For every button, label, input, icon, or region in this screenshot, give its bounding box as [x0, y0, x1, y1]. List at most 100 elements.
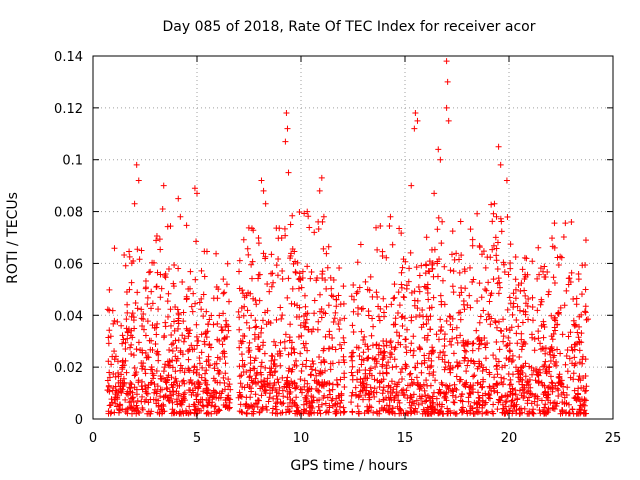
- roti-point: [365, 407, 372, 414]
- roti-point: [407, 370, 414, 377]
- roti-point: [509, 352, 516, 359]
- roti-point: [575, 334, 582, 341]
- roti-point: [273, 262, 280, 269]
- roti-point: [478, 384, 485, 391]
- roti-point: [135, 177, 142, 184]
- roti-point: [521, 275, 528, 282]
- data-points: [104, 58, 592, 417]
- roti-point: [519, 266, 526, 273]
- roti-point: [119, 332, 126, 339]
- roti-point: [424, 332, 431, 339]
- roti-point: [283, 377, 290, 384]
- roti-point: [416, 312, 423, 319]
- roti-point: [280, 393, 287, 400]
- roti-point: [349, 389, 356, 396]
- roti-point: [562, 361, 569, 368]
- roti-point: [492, 355, 499, 362]
- roti-point: [252, 375, 259, 382]
- roti-point: [493, 362, 500, 369]
- roti-point: [275, 256, 282, 263]
- roti-point: [253, 301, 260, 308]
- y-tick-label: 0.08: [54, 206, 83, 221]
- roti-point: [375, 313, 382, 320]
- roti-point: [206, 316, 213, 323]
- roti-point: [391, 281, 398, 288]
- roti-point: [288, 344, 295, 351]
- roti-point: [506, 327, 513, 334]
- roti-point: [143, 354, 150, 361]
- roti-point: [524, 389, 531, 396]
- roti-point: [130, 352, 137, 359]
- roti-point: [446, 313, 453, 320]
- roti-point: [486, 371, 493, 378]
- roti-point: [306, 224, 313, 231]
- roti-point: [153, 331, 160, 338]
- roti-point: [500, 316, 507, 323]
- roti-point: [193, 238, 200, 245]
- roti-point: [146, 269, 153, 276]
- roti-point: [387, 408, 394, 415]
- roti-point: [208, 312, 215, 319]
- roti-point: [575, 270, 582, 277]
- roti-point: [485, 394, 492, 401]
- roti-point: [423, 313, 430, 320]
- roti-point: [482, 344, 489, 351]
- roti-point: [165, 290, 172, 297]
- roti-point: [407, 249, 414, 256]
- roti-point: [315, 403, 322, 410]
- roti-point: [582, 397, 589, 404]
- roti-point: [349, 353, 356, 360]
- roti-point: [371, 385, 378, 392]
- roti-point: [299, 361, 306, 368]
- roti-point: [373, 389, 380, 396]
- roti-point: [350, 349, 357, 356]
- roti-point: [496, 346, 503, 353]
- roti-point: [302, 340, 309, 347]
- roti-point: [510, 290, 517, 297]
- roti-point: [503, 342, 510, 349]
- roti-point: [111, 245, 118, 252]
- roti-point: [508, 358, 515, 365]
- roti-point: [255, 240, 262, 247]
- roti-point: [450, 289, 457, 296]
- roti-point: [136, 256, 143, 263]
- roti-point: [494, 265, 501, 272]
- roti-point: [329, 344, 336, 351]
- roti-point: [379, 390, 386, 397]
- roti-point: [416, 272, 423, 279]
- roti-point: [455, 309, 462, 316]
- roti-point: [366, 394, 373, 401]
- roti-point: [555, 393, 562, 400]
- roti-point: [132, 300, 139, 307]
- roti-point: [213, 389, 220, 396]
- roti-point: [134, 397, 141, 404]
- roti-point: [123, 369, 130, 376]
- roti-point: [142, 332, 149, 339]
- roti-point: [135, 377, 142, 384]
- roti-point: [348, 399, 355, 406]
- roti-point: [555, 387, 562, 394]
- roti-point: [495, 290, 502, 297]
- roti-point: [171, 261, 178, 268]
- roti-point: [301, 292, 308, 299]
- roti-point: [216, 379, 223, 386]
- roti-point: [387, 384, 394, 391]
- roti-point: [144, 294, 151, 301]
- roti-point: [286, 365, 293, 372]
- roti-point: [170, 391, 177, 398]
- roti-point: [222, 317, 229, 324]
- roti-point: [193, 370, 200, 377]
- roti-point: [138, 306, 145, 313]
- roti-point: [268, 283, 275, 290]
- roti-point: [239, 290, 246, 297]
- roti-point: [474, 298, 481, 305]
- roti-point: [314, 326, 321, 333]
- roti-point: [370, 409, 377, 416]
- roti-point: [301, 383, 308, 390]
- roti-point: [148, 337, 155, 344]
- roti-point: [491, 200, 498, 207]
- roti-point: [336, 341, 343, 348]
- roti-point: [155, 357, 162, 364]
- roti-point: [264, 280, 271, 287]
- roti-point: [414, 360, 421, 367]
